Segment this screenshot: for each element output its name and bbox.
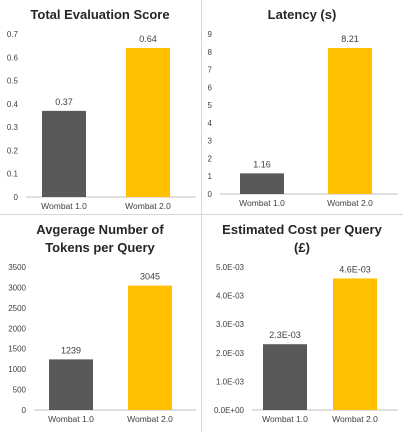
x-tick-label: Wombat 1.0	[239, 198, 285, 208]
x-tick-label: Wombat 1.0	[48, 414, 94, 424]
y-tick-label: 7	[208, 66, 213, 75]
y-tick-label: 3000	[8, 283, 26, 292]
bar-wombat-2	[128, 285, 172, 410]
value-label: 4.6E-03	[339, 264, 371, 274]
y-tick-label: 0.0E+00	[214, 406, 245, 415]
chart-title: Latency (s)	[268, 7, 337, 22]
y-tick-label: 3	[208, 137, 213, 146]
y-tick-label: 3500	[8, 263, 26, 272]
y-tick-label: 0	[208, 190, 213, 199]
y-tick-label: 2500	[8, 304, 26, 313]
y-tick-label: 3.0E-03	[216, 320, 245, 329]
y-tick-label: 4	[208, 119, 213, 128]
x-tick-label: Wombat 2.0	[327, 198, 373, 208]
y-tick-label: 1	[208, 172, 213, 181]
chart-latency: Latency (s) 0 1 2 3 4 5 6 7 8 9 1.16 Wombat 1.0 8.21 W…	[208, 7, 398, 208]
value-label: 2.3E-03	[269, 330, 301, 340]
bar-wombat-1	[240, 173, 284, 194]
y-tick-label: 0.7	[7, 30, 19, 39]
value-label: 0.37	[55, 97, 73, 107]
y-tick-label: 0.1	[7, 170, 19, 179]
y-tick-label: 4.0E-03	[216, 292, 245, 301]
chart-total-evaluation-score: Total Evaluation Score 0 0.1 0.2 0.3 0.4 0.5 0.…	[7, 7, 196, 211]
y-tick-label: 0.3	[7, 123, 19, 132]
x-tick-label: Wombat 2.0	[125, 201, 171, 211]
bar-wombat-1	[42, 110, 86, 197]
y-tick-label: 5.0E-03	[216, 263, 245, 272]
vertical-divider	[201, 0, 202, 432]
x-tick-label: Wombat 2.0	[127, 414, 173, 424]
y-tick-label: 2000	[8, 324, 26, 333]
y-tick-label: 1500	[8, 345, 26, 354]
bar-wombat-2	[328, 48, 372, 194]
y-tick-label: 6	[208, 83, 213, 92]
y-tick-label: 1000	[8, 365, 26, 374]
bar-wombat-1	[49, 359, 93, 410]
x-tick-label: Wombat 1.0	[41, 201, 87, 211]
x-tick-label: Wombat 1.0	[262, 414, 308, 424]
chart-title-line-2: Tokens per Query	[45, 240, 155, 255]
y-tick-label: 9	[208, 30, 213, 39]
bar-wombat-1	[263, 344, 307, 410]
y-tick-label: 0.4	[7, 100, 19, 109]
y-tick-label: 1.0E-03	[216, 377, 245, 386]
chart-title-line-1: Avgerage Number of	[36, 222, 164, 237]
horizontal-divider	[0, 214, 403, 215]
y-tick-label: 0.5	[7, 77, 19, 86]
y-tick-label: 8	[208, 48, 213, 57]
value-label: 1239	[61, 345, 81, 355]
y-tick-label: 2.0E-03	[216, 349, 245, 358]
value-label: 1.16	[253, 159, 271, 169]
bar-wombat-2	[333, 278, 377, 410]
chart-title: Total Evaluation Score	[30, 7, 169, 22]
chart-average-tokens-per-query: Avgerage Number of Tokens per Query 0 500 10…	[8, 222, 196, 424]
chart-title-line-2: (£)	[294, 240, 310, 255]
y-tick-label: 5	[208, 101, 213, 110]
y-tick-label: 500	[13, 386, 27, 395]
x-tick-label: Wombat 2.0	[332, 414, 378, 424]
y-tick-label: 0.2	[7, 146, 19, 155]
value-label: 0.64	[139, 34, 157, 44]
bar-wombat-2	[126, 47, 170, 197]
value-label: 8.21	[341, 34, 359, 44]
chart-title-line-1: Estimated Cost per Query	[222, 222, 382, 237]
chart-estimated-cost-per-query: Estimated Cost per Query (£) 0.0E+00 1.0E-0…	[214, 222, 398, 424]
y-tick-label: 2	[208, 154, 213, 163]
y-tick-label: 0	[22, 406, 27, 415]
y-tick-label: 0	[14, 193, 19, 202]
value-label: 3045	[140, 272, 160, 282]
y-tick-label: 0.6	[7, 53, 19, 62]
